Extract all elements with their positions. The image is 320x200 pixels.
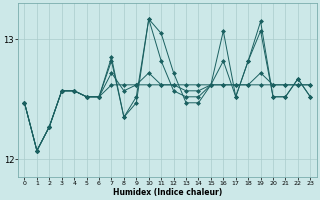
X-axis label: Humidex (Indice chaleur): Humidex (Indice chaleur) bbox=[113, 188, 222, 197]
